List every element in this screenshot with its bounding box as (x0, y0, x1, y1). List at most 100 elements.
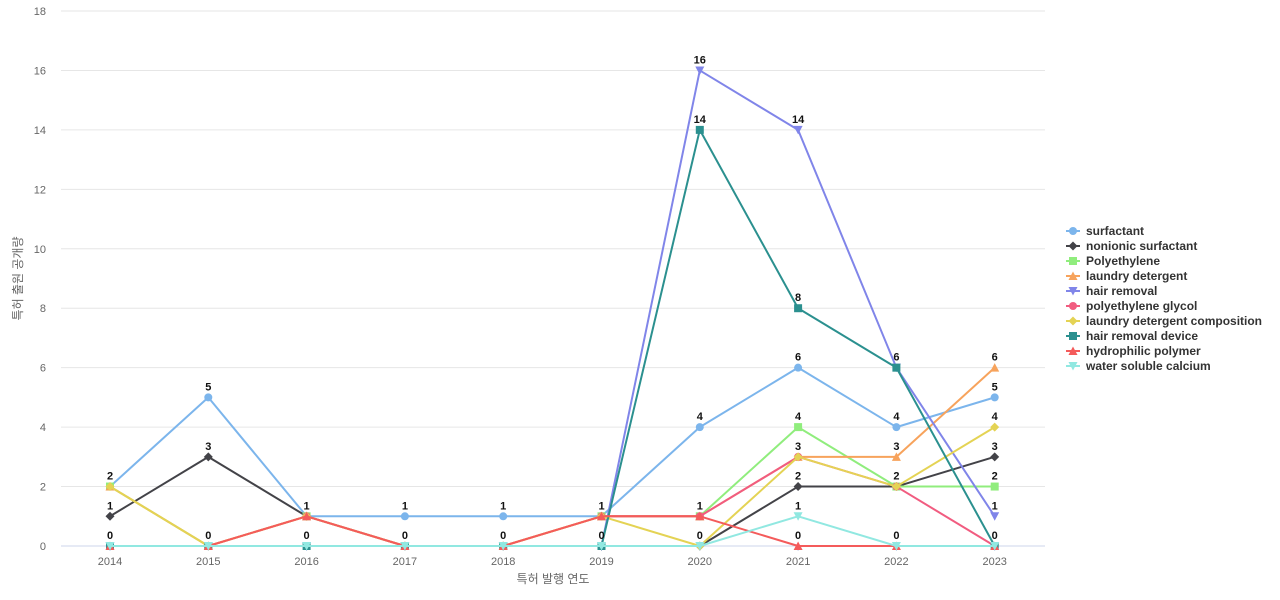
data-label: 16 (694, 54, 706, 66)
x-tick-label: 2018 (491, 556, 515, 568)
data-label: 0 (107, 530, 113, 542)
data-label: 1 (402, 500, 408, 512)
data-label: 1 (697, 500, 703, 512)
series-line (109, 515, 996, 547)
data-label: 0 (598, 530, 604, 542)
data-label: 2 (893, 471, 899, 483)
data-label: 2 (795, 471, 801, 483)
y-tick-label: 18 (34, 6, 46, 18)
data-point (794, 423, 803, 432)
series-lines (105, 66, 1000, 551)
legend-marker (1068, 287, 1078, 296)
data-label: 6 (795, 352, 801, 364)
data-point (990, 512, 1000, 521)
legend-marker (1068, 241, 1078, 251)
legend-item[interactable]: polyethylene glycol (1066, 299, 1197, 313)
x-tick-label: 2019 (589, 556, 613, 568)
x-axis-title: 특허 발행 연도 (517, 571, 590, 586)
data-label: 14 (694, 114, 707, 126)
legend-item[interactable]: laundry detergent (1066, 269, 1187, 283)
data-point (793, 125, 803, 135)
x-tick-label: 2014 (98, 556, 122, 568)
data-point (794, 363, 803, 372)
data-label: 3 (992, 441, 998, 453)
data-label: 0 (795, 530, 801, 542)
data-point (204, 393, 213, 402)
data-point (695, 66, 705, 75)
data-point (105, 482, 115, 492)
data-point (990, 482, 999, 491)
legend-label: laundry detergent composition (1086, 314, 1262, 328)
data-point (695, 542, 705, 551)
data-label: 14 (792, 114, 805, 126)
data-label: 1 (795, 500, 801, 512)
legend-item[interactable]: hair removal device (1066, 329, 1198, 343)
data-point (695, 423, 704, 432)
series-line (109, 455, 996, 547)
y-tick-label: 4 (40, 422, 46, 434)
x-tick-label: 2017 (393, 556, 417, 568)
data-label: 5 (205, 381, 211, 393)
data-label: 4 (893, 411, 900, 423)
data-point (891, 452, 901, 461)
data-point (105, 542, 115, 551)
grid-lines (61, 10, 1045, 547)
data-point (400, 512, 409, 521)
x-tick-label: 2022 (884, 556, 908, 568)
legend-marker (1068, 316, 1078, 326)
legend-label: hair removal (1086, 284, 1157, 298)
data-label: 1 (598, 500, 604, 512)
legend-marker (1069, 257, 1077, 265)
data-point (793, 452, 803, 462)
data-label: 4 (795, 411, 802, 423)
data-point (990, 542, 1000, 551)
data-label: 4 (992, 411, 999, 423)
data-label: 8 (795, 292, 801, 304)
data-label: 3 (795, 441, 801, 453)
data-label: 0 (205, 530, 211, 542)
legend-item[interactable]: hydrophilic polymer (1066, 344, 1201, 358)
data-point (302, 511, 312, 521)
data-label: 0 (402, 530, 408, 542)
legend-label: hydrophilic polymer (1086, 344, 1201, 358)
legend-item[interactable]: water soluble calcium (1066, 359, 1211, 373)
legend-item[interactable]: hair removal (1066, 284, 1157, 298)
data-label: 3 (205, 441, 211, 453)
y-tick-label: 2 (40, 482, 46, 494)
data-label: 0 (500, 530, 506, 542)
data-label: 1 (304, 500, 310, 512)
legend-item[interactable]: laundry detergent composition (1066, 314, 1262, 328)
data-point (990, 452, 1000, 462)
data-label: 5 (992, 381, 998, 393)
series-line (109, 455, 996, 547)
data-point (990, 422, 1000, 432)
series-surfactant (106, 363, 999, 521)
data-point (794, 304, 803, 313)
y-tick-label: 16 (34, 65, 46, 77)
data-point (203, 452, 213, 462)
data-point (499, 512, 508, 521)
legend-item[interactable]: surfactant (1066, 224, 1144, 238)
y-tick-label: 10 (34, 244, 46, 256)
series-line (109, 515, 996, 547)
data-label: 6 (992, 352, 998, 364)
data-point (793, 541, 803, 550)
y-tick-label: 0 (40, 541, 46, 553)
legend-item[interactable]: nonionic surfactant (1066, 239, 1197, 253)
legend-item[interactable]: Polyethylene (1066, 254, 1160, 268)
legend-label: polyethylene glycol (1086, 299, 1197, 313)
data-label: 4 (697, 411, 704, 423)
series-hydrophilic-polymer (105, 511, 1000, 550)
series-laundry-detergent (105, 363, 1000, 550)
y-tick-label: 12 (34, 184, 46, 196)
data-point (892, 423, 901, 432)
x-tick-label: 2016 (294, 556, 318, 568)
data-point (892, 363, 901, 372)
data-label: 1 (992, 500, 998, 512)
y-tick-label: 14 (34, 125, 46, 137)
x-tick-label: 2015 (196, 556, 220, 568)
series-line (109, 128, 996, 547)
